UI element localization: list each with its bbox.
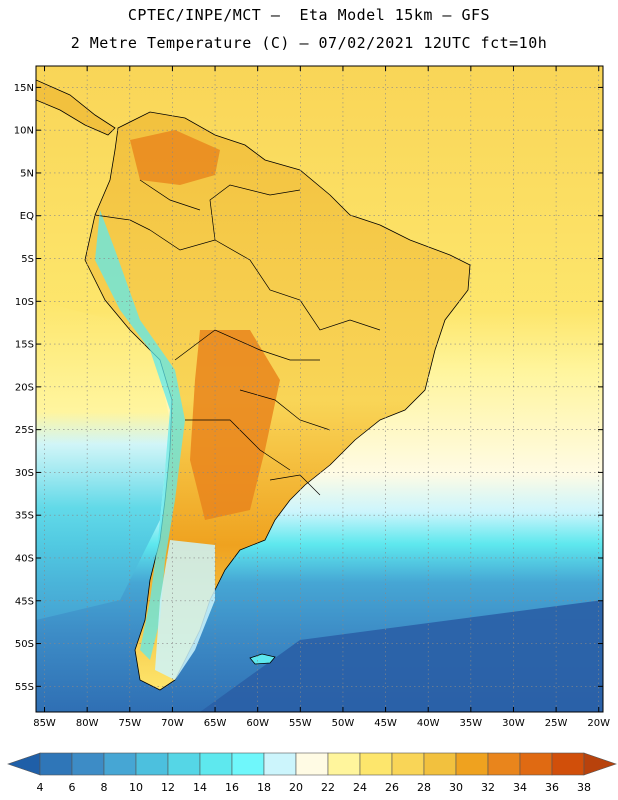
map-frame [35,65,604,713]
map-grid [36,66,603,712]
lat-label: 55S [15,682,34,693]
colorbar-swatch [71,752,105,776]
colorbar-label: 26 [385,781,399,794]
lat-label: 15N [14,83,34,94]
longitude-axis: 85W 80W 75W 70W 65W 60W 55W 50W 45W 40W 35W 30W 25W 2… [33,66,610,729]
colorbar-label: 30 [449,781,463,794]
lat-label: EQ [20,211,34,222]
colorbar-swatch [39,752,73,776]
colorbar-swatch [359,752,393,776]
colorbar-swatch [455,752,489,776]
colorbar-high-arrow [583,752,617,776]
colorbar-swatch [519,752,553,776]
lat-label: 40S [15,553,34,564]
colorbar-swatch [423,752,457,776]
central-america [36,79,116,136]
lon-label: 60W [246,718,269,729]
falklands [249,653,276,665]
lat-label: 50S [15,639,34,650]
pacific-cool-field [36,300,170,620]
latitude-axis: 15N 10N 5N EQ 5S 10S 15S 20S 25S 30S 35S 40S 45S 50S 5… [14,83,603,693]
lon-label: 70W [161,718,184,729]
lon-label: 50W [332,718,355,729]
lon-label: 35W [460,718,483,729]
colorbar-swatch [103,752,137,776]
lon-label: 80W [76,718,99,729]
lat-label: 35S [15,511,34,522]
colorbar-label: 18 [257,781,271,794]
lat-label: 5S [21,254,34,265]
colorbar-label: 6 [69,781,76,794]
hot-north [130,130,220,185]
colorbar-swatch [551,752,585,776]
colorbar-swatch [391,752,425,776]
south-cold-field [200,600,603,712]
colorbar-low-arrow [7,752,41,776]
colorbar-label: 20 [289,781,303,794]
colorbar-swatch [487,752,521,776]
colorbar-label: 24 [353,781,367,794]
colorbar-swatch [295,752,329,776]
lat-label: 30S [15,468,34,479]
colorbar-label: 16 [225,781,239,794]
colorbar-label: 22 [321,781,335,794]
colorbar-label: 34 [513,781,527,794]
colorbar-label: 36 [545,781,559,794]
colorbar-label: 10 [129,781,143,794]
lon-label: 40W [417,718,440,729]
colorbar-swatch [231,752,265,776]
lat-label: 15S [15,340,34,351]
colorbar-labels: 4 6 8 10 12 14 16 18 20 22 24 26 28 30 32 34 36 38 [37,781,592,794]
colorbar-label: 28 [417,781,431,794]
colorbar-swatch [327,752,361,776]
lon-label: 55W [289,718,312,729]
lat-label: 45S [15,596,34,607]
lat-label: 10S [15,297,34,308]
colorbar-swatch [167,752,201,776]
lon-label: 30W [502,718,525,729]
chart-subtitle: 2 Metre Temperature (C) – 07/02/2021 12U… [70,34,548,52]
lon-label: 20W [587,718,610,729]
colorbar-label: 8 [101,781,108,794]
lat-label: 10N [14,126,34,137]
colorbar-label: 38 [577,781,591,794]
patagonia-cool [155,540,215,680]
lon-label: 65W [204,718,227,729]
colorbar-label: 12 [161,781,175,794]
lon-label: 45W [374,718,397,729]
lat-label: 5N [20,168,34,179]
lat-label: 25S [15,425,34,436]
colorbar-swatch [199,752,233,776]
lat-label: 20S [15,382,34,393]
colorbar-label: 32 [481,781,495,794]
chart-title: CPTEC/INPE/MCT – Eta Model 15km – GFS [127,6,491,24]
colorbar-label: 4 [37,781,44,794]
andes-strip [95,210,185,660]
lon-label: 85W [33,718,56,729]
lon-label: 75W [118,718,141,729]
colorbar-swatch [263,752,297,776]
lon-label: 25W [545,718,568,729]
colorbar-swatch [135,752,169,776]
colorbar-label: 14 [193,781,207,794]
colorbar [7,752,617,776]
